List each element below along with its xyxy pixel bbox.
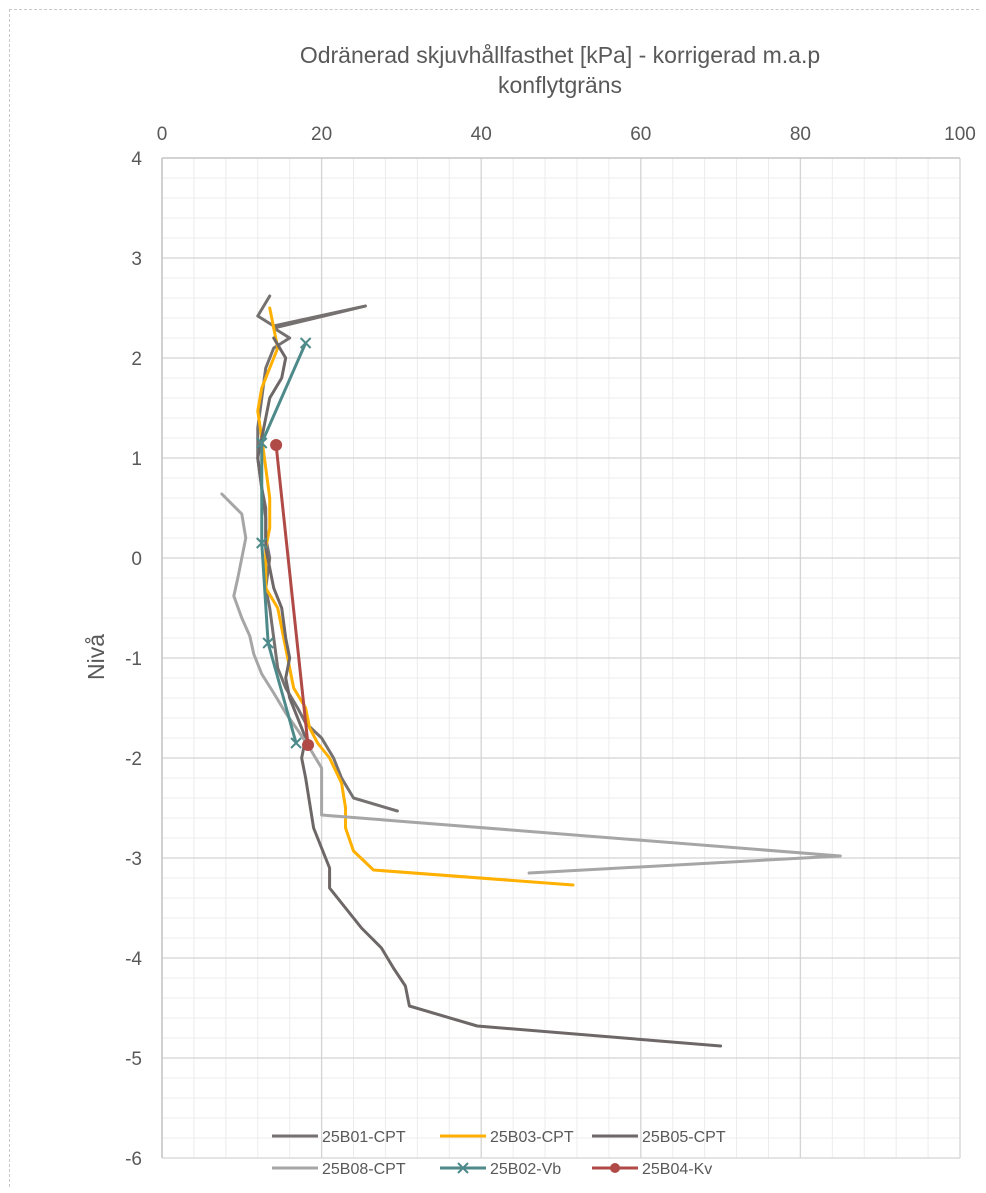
chart-frame bbox=[9, 9, 979, 1187]
y-axis-label: Nivå bbox=[83, 634, 109, 680]
y-tick-label: -2 bbox=[125, 749, 142, 770]
legend-marker-25b04-kv bbox=[610, 1163, 620, 1173]
x-tick-label: 100 bbox=[944, 124, 976, 145]
axes bbox=[161, 157, 960, 1158]
legend-item-25b05-cpt: 25B05-CPT bbox=[592, 1129, 726, 1146]
data-point-25b02-vb bbox=[262, 637, 274, 649]
legend-item-25b03-cpt: 25B03-CPT bbox=[440, 1129, 574, 1146]
data-point-25b04-kv bbox=[270, 439, 283, 451]
legend-item-25b08-cpt: 25B08-CPT bbox=[272, 1161, 406, 1178]
y-tick-labels: 4 3 2 1 0 -1 -2 -3 -4 -5 -6 bbox=[125, 149, 142, 1170]
y-tick-label: 1 bbox=[131, 449, 142, 470]
data-point-25b02-vb bbox=[299, 337, 312, 349]
x-tick-label: 0 bbox=[157, 124, 168, 145]
series-line-25b04-kv bbox=[274, 443, 310, 747]
legend-label-25b03-cpt: 25B03-CPT bbox=[490, 1129, 574, 1146]
data-point-25b02-vb bbox=[290, 737, 302, 749]
chart-title: Odränerad skjuvhållfasthet [kPa] - korri… bbox=[160, 40, 960, 100]
legend-label-25b02-vb: 25B02-Vb bbox=[490, 1161, 561, 1178]
legend-item-25b04-kv: 25B04-Kv bbox=[592, 1161, 712, 1178]
y-tick-label: 0 bbox=[131, 549, 142, 570]
y-tick-label: -6 bbox=[125, 1149, 142, 1170]
y-tick-label: -3 bbox=[125, 849, 142, 870]
chart-title-line-2: konflytgräns bbox=[497, 72, 622, 98]
series-25b05-cpt bbox=[256, 336, 723, 1048]
x-tick-label: 20 bbox=[311, 124, 332, 145]
legend-label-25b05-cpt: 25B05-CPT bbox=[642, 1129, 726, 1146]
series-line-25b05-cpt bbox=[256, 336, 723, 1048]
y-tick-label: 3 bbox=[131, 249, 142, 270]
data-point-25b04-kv bbox=[302, 739, 315, 751]
legend-label-25b04-kv: 25B04-Kv bbox=[642, 1161, 712, 1178]
y-tick-label: 2 bbox=[131, 349, 142, 370]
legend-marker-25b02-vb bbox=[457, 1162, 469, 1174]
x-tick-label: 80 bbox=[790, 124, 811, 145]
data-point-25b02-vb bbox=[256, 437, 268, 449]
x-marker-stroke bbox=[457, 1162, 469, 1174]
y-tick-label: -5 bbox=[125, 1049, 142, 1070]
series-line-25b03-cpt bbox=[256, 306, 575, 887]
x-tick-label: 60 bbox=[630, 124, 651, 145]
series-25b04-kv bbox=[270, 439, 315, 751]
legend-item-25b01-cpt: 25B01-CPT bbox=[272, 1129, 406, 1146]
legend-label-25b01-cpt: 25B01-CPT bbox=[322, 1129, 406, 1146]
series-25b01-cpt bbox=[256, 294, 399, 813]
series-line-25b01-cpt bbox=[256, 294, 399, 813]
x-tick-label: 40 bbox=[471, 124, 492, 145]
y-tick-label: -1 bbox=[125, 649, 142, 670]
series-25b08-cpt bbox=[220, 492, 842, 875]
x-marker-stroke bbox=[256, 437, 268, 449]
x-marker-stroke bbox=[256, 537, 268, 549]
x-marker-stroke bbox=[299, 337, 312, 349]
chart-title-line-1: Odränerad skjuvhållfasthet [kPa] - korri… bbox=[299, 42, 821, 68]
legend: 25B01-CPT 25B03-CPT 25B05-CPT 25B08-CPT 25B0… bbox=[272, 1129, 726, 1178]
series-lines bbox=[220, 294, 842, 1048]
data-point-25b02-vb bbox=[256, 537, 268, 549]
x-marker-stroke bbox=[262, 637, 274, 649]
y-tick-label: -4 bbox=[125, 949, 142, 970]
y-tick-label: 4 bbox=[131, 149, 142, 170]
series-25b03-cpt bbox=[256, 306, 575, 887]
legend-item-25b02-vb: 25B02-Vb bbox=[440, 1161, 561, 1178]
legend-label-25b08-cpt: 25B08-CPT bbox=[322, 1161, 406, 1178]
series-25b02-vb bbox=[256, 337, 312, 749]
x-tick-labels: 0 20 40 60 80 100 bbox=[157, 124, 976, 145]
series-line-25b08-cpt bbox=[220, 492, 842, 875]
x-marker-stroke bbox=[290, 737, 302, 749]
major-gridlines bbox=[161, 157, 961, 1159]
